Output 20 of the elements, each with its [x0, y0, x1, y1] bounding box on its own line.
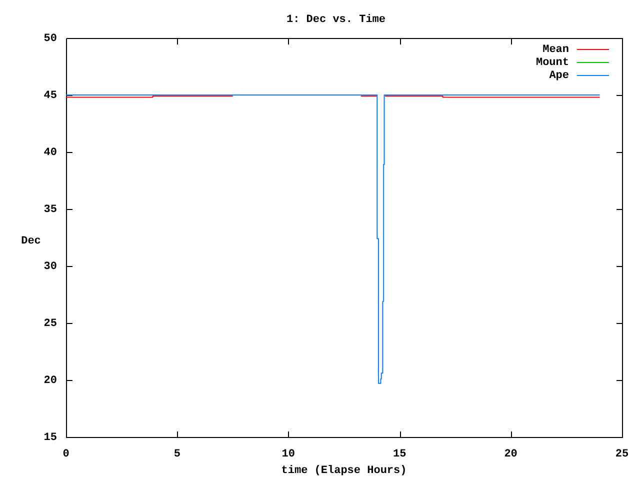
- y-tick-label: 40: [44, 146, 57, 159]
- x-tick-label: 15: [393, 448, 407, 460]
- legend-label: Ape: [549, 70, 570, 82]
- y-tick-label: 25: [44, 318, 58, 330]
- chart-title: 1: Dec vs. Time: [286, 14, 386, 26]
- y-axis-title: Dec: [21, 235, 41, 248]
- x-tick-label: 5: [174, 448, 181, 460]
- legend-label: Mean: [542, 44, 569, 56]
- legend-label: Mount: [536, 56, 569, 69]
- x-tick-label: 0: [62, 448, 70, 460]
- y-tick-label: 50: [44, 32, 57, 45]
- x-axis-title: time (Elapse Hours): [281, 464, 407, 477]
- x-tick-label: 20: [504, 448, 518, 460]
- y-tick-label: 15: [44, 432, 58, 444]
- y-tick-label: 20: [44, 374, 57, 387]
- y-tick-label: 30: [44, 260, 57, 273]
- x-tick-label: 25: [615, 448, 629, 460]
- y-tick-label: 45: [44, 90, 58, 102]
- x-tick-label: 10: [282, 448, 295, 460]
- y-tick-label: 35: [44, 204, 58, 216]
